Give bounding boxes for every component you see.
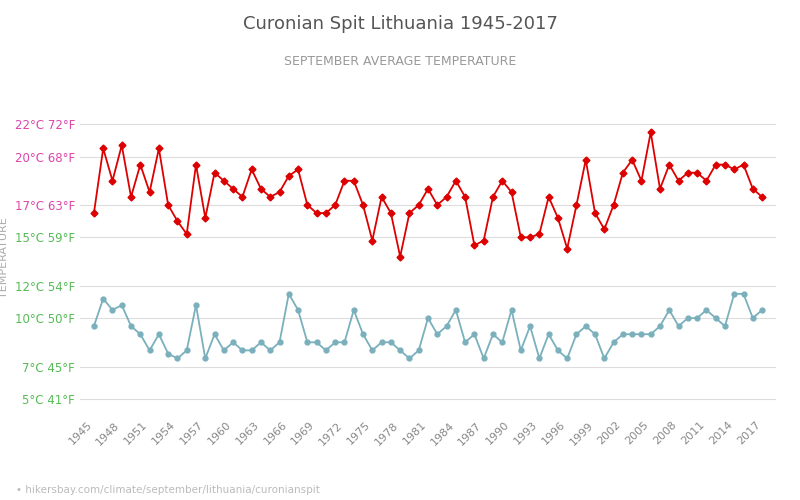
NIGHT: [683, 315, 693, 321]
DAY: [683, 170, 693, 175]
DAY: [312, 210, 322, 216]
NIGHT: [758, 307, 767, 313]
NIGHT: [330, 340, 340, 345]
NIGHT: [89, 323, 98, 329]
NIGHT: [284, 291, 294, 297]
DAY: [758, 194, 767, 200]
DAY: [711, 162, 721, 168]
Text: Curonian Spit Lithuania 1945-2017: Curonian Spit Lithuania 1945-2017: [242, 15, 558, 33]
NIGHT: [711, 315, 721, 321]
Line: NIGHT: NIGHT: [91, 292, 765, 361]
NIGHT: [665, 307, 674, 313]
DAY: [89, 210, 98, 216]
DAY: [238, 194, 247, 200]
NIGHT: [173, 356, 182, 362]
NIGHT: [442, 323, 451, 329]
Text: SEPTEMBER AVERAGE TEMPERATURE: SEPTEMBER AVERAGE TEMPERATURE: [284, 55, 516, 68]
DAY: [395, 254, 405, 260]
DAY: [646, 130, 655, 136]
Y-axis label: TEMPERATURE: TEMPERATURE: [0, 217, 10, 298]
DAY: [665, 162, 674, 168]
DAY: [433, 202, 442, 208]
Line: DAY: DAY: [91, 130, 765, 259]
Text: • hikersbay.com/climate/september/lithuania/curonianspit: • hikersbay.com/climate/september/lithua…: [16, 485, 320, 495]
NIGHT: [247, 348, 257, 354]
